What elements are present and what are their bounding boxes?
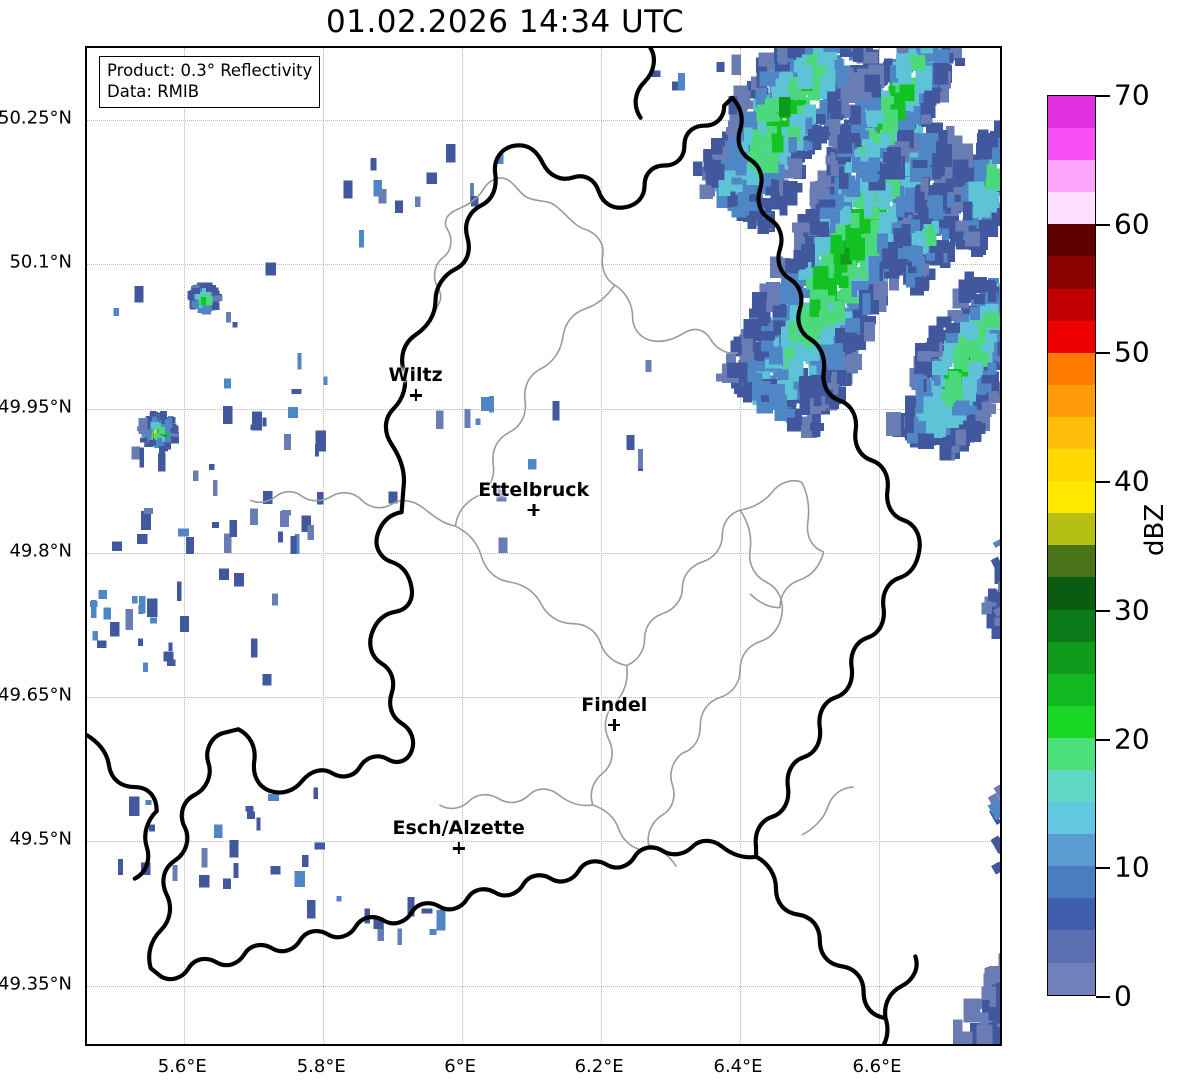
latitude-axis: 50.25°N 50.1°N 49.95°N 49.8°N 49.65°N 49.5°N 4… — [0, 0, 80, 1081]
colorbar-band — [1048, 128, 1095, 161]
colorbar-tick — [1096, 609, 1110, 612]
colorbar-band — [1048, 769, 1095, 803]
colorbar-tick-label: 70 — [1114, 78, 1150, 112]
colorbar-tick — [1096, 738, 1110, 741]
colorbar-band — [1048, 449, 1095, 482]
longitude-tick-label: 6.4°E — [713, 1056, 763, 1077]
colorbar-band — [1048, 577, 1095, 610]
colorbar-band — [1048, 930, 1095, 963]
colorbar-band — [1048, 802, 1095, 835]
colorbar-band — [1048, 737, 1095, 770]
latitude-tick-label: 50.25°N — [0, 107, 72, 129]
colorbar-band — [1048, 320, 1095, 353]
info-product: Product: 0.3° Reflectivity — [107, 61, 313, 80]
page-title: 01.02.2026 14:34 UTC — [326, 4, 684, 40]
product-info-box: Product: 0.3° Reflectivity Data: RMIB — [99, 56, 321, 109]
colorbar-tick — [1096, 95, 1110, 97]
city-marker-findel: Findel — [581, 696, 647, 732]
latitude-tick-label: 49.5°N — [9, 828, 72, 850]
colorbar-band — [1048, 224, 1095, 257]
colorbar-band — [1048, 160, 1095, 193]
cross-marker-icon — [409, 388, 423, 402]
colorbar-band — [1048, 673, 1095, 706]
colorbar-band — [1048, 641, 1095, 674]
colorbar-band — [1048, 866, 1095, 899]
radar-map-plot[interactable]: Wiltz Ettelbruck Findel Esch/Alzette Produc… — [85, 46, 1002, 1046]
reflectivity-colorbar[interactable] — [1047, 95, 1096, 996]
colorbar-band — [1048, 96, 1095, 129]
colorbar-title: dBZ — [1140, 503, 1170, 556]
city-label: Wiltz — [388, 364, 443, 387]
latitude-tick-label: 49.65°N — [0, 684, 72, 706]
colorbar-tick-label: 40 — [1114, 464, 1150, 498]
colorbar-band — [1048, 352, 1095, 385]
city-marker-esch-alzette: Esch/Alzette — [393, 819, 525, 855]
cross-marker-icon — [527, 503, 541, 517]
cross-marker-icon — [607, 718, 621, 732]
latitude-tick-label: 50.1°N — [9, 251, 72, 273]
neighbouring-country-borders — [87, 48, 919, 1044]
colorbar-tick-label: 20 — [1114, 722, 1150, 756]
latitude-tick-label: 49.35°N — [0, 973, 72, 994]
colorbar-band — [1048, 256, 1095, 289]
map-borders-layer — [87, 48, 922, 1044]
colorbar-tick — [1096, 867, 1110, 870]
colorbar-tick — [1096, 352, 1110, 355]
longitude-tick-label: 6.2°E — [574, 1056, 624, 1077]
colorbar-tick-label: 60 — [1114, 207, 1150, 241]
colorbar-band — [1048, 288, 1095, 321]
colorbar-band — [1048, 609, 1095, 642]
colorbar-tick — [1096, 223, 1110, 226]
latitude-tick-label: 49.8°N — [9, 540, 72, 562]
colorbar-tick — [1096, 481, 1110, 484]
longitude-tick-label: 6.6°E — [852, 1056, 902, 1077]
longitude-tick-label: 5.8°E — [296, 1056, 346, 1077]
city-marker-wiltz: Wiltz — [389, 366, 443, 402]
canton-boundaries — [249, 177, 854, 868]
colorbar-band — [1048, 898, 1095, 931]
longitude-tick-label: 5.6°E — [157, 1056, 207, 1077]
luxembourg-national-border — [147, 95, 922, 982]
colorbar-band — [1048, 481, 1095, 514]
cross-marker-icon — [452, 841, 466, 855]
colorbar-band — [1048, 192, 1095, 225]
colorbar-tick-label: 10 — [1114, 850, 1150, 884]
colorbar-band — [1048, 416, 1095, 450]
colorbar-tick-label: 50 — [1114, 335, 1150, 369]
longitude-tick-label: 6°E — [444, 1056, 477, 1077]
colorbar-band — [1048, 834, 1095, 867]
colorbar-band — [1048, 962, 1095, 995]
city-label: Findel — [581, 694, 648, 717]
colorbar-tick — [1096, 996, 1110, 998]
colorbar-band — [1048, 705, 1095, 738]
colorbar-tick-label: 0 — [1114, 979, 1132, 1013]
colorbar-band — [1048, 513, 1095, 546]
info-data-source: Data: RMIB — [107, 81, 200, 101]
latitude-tick-label: 49.95°N — [0, 396, 72, 418]
colorbar-band — [1048, 384, 1095, 417]
city-marker-ettelbruck: Ettelbruck — [478, 478, 590, 517]
colorbar-band — [1048, 545, 1095, 578]
city-label: Ettelbruck — [478, 478, 590, 501]
colorbar-tick-label: 30 — [1114, 593, 1150, 627]
city-label: Esch/Alzette — [392, 817, 525, 840]
